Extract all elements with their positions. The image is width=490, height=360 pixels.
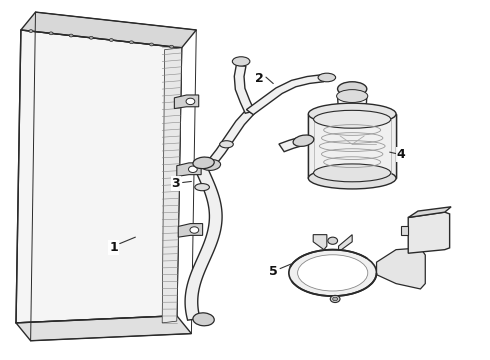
Text: 2: 2: [255, 72, 264, 85]
Circle shape: [333, 297, 338, 301]
Polygon shape: [408, 207, 451, 217]
Circle shape: [69, 34, 73, 37]
Polygon shape: [313, 235, 327, 249]
Ellipse shape: [193, 157, 214, 168]
Polygon shape: [177, 163, 201, 176]
Ellipse shape: [193, 313, 214, 326]
Text: 4: 4: [396, 148, 405, 162]
Ellipse shape: [201, 159, 220, 170]
Polygon shape: [185, 164, 222, 320]
Polygon shape: [246, 75, 324, 114]
Polygon shape: [234, 65, 254, 113]
Circle shape: [29, 30, 33, 32]
Circle shape: [190, 227, 199, 233]
Ellipse shape: [314, 111, 391, 128]
Ellipse shape: [308, 167, 396, 189]
Polygon shape: [16, 316, 192, 341]
Ellipse shape: [314, 164, 391, 182]
Circle shape: [89, 36, 93, 39]
Polygon shape: [174, 95, 199, 109]
Ellipse shape: [318, 73, 336, 82]
Polygon shape: [279, 137, 306, 152]
Ellipse shape: [293, 135, 314, 147]
Circle shape: [330, 296, 340, 302]
Polygon shape: [308, 114, 396, 178]
Polygon shape: [162, 48, 182, 323]
Text: 1: 1: [109, 241, 118, 255]
Ellipse shape: [220, 141, 233, 148]
Polygon shape: [339, 235, 352, 249]
Ellipse shape: [337, 90, 368, 103]
Text: 5: 5: [269, 265, 278, 278]
Ellipse shape: [232, 57, 250, 66]
Polygon shape: [16, 30, 182, 323]
Polygon shape: [408, 212, 450, 253]
Ellipse shape: [297, 255, 368, 291]
Circle shape: [129, 41, 133, 44]
Text: 3: 3: [172, 177, 180, 190]
Circle shape: [189, 166, 197, 172]
Polygon shape: [178, 224, 202, 237]
Ellipse shape: [338, 82, 367, 96]
Circle shape: [186, 98, 195, 105]
Ellipse shape: [195, 184, 209, 191]
Circle shape: [109, 39, 113, 41]
Polygon shape: [21, 12, 196, 48]
Polygon shape: [401, 226, 408, 235]
Circle shape: [149, 43, 153, 46]
Ellipse shape: [308, 103, 396, 125]
Circle shape: [170, 45, 173, 48]
Polygon shape: [207, 110, 254, 166]
Polygon shape: [376, 248, 425, 289]
Circle shape: [49, 32, 53, 35]
Polygon shape: [314, 119, 391, 173]
Circle shape: [328, 237, 338, 244]
Ellipse shape: [289, 249, 376, 296]
